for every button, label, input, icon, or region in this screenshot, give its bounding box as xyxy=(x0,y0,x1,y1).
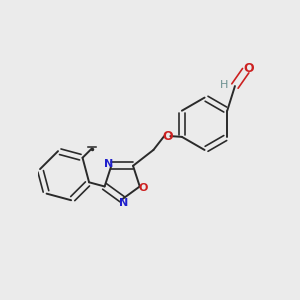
Text: N: N xyxy=(103,159,113,169)
Text: O: O xyxy=(244,62,254,75)
Text: O: O xyxy=(139,183,148,193)
Text: O: O xyxy=(162,130,172,142)
Text: N: N xyxy=(119,198,128,208)
Text: H: H xyxy=(220,80,228,89)
